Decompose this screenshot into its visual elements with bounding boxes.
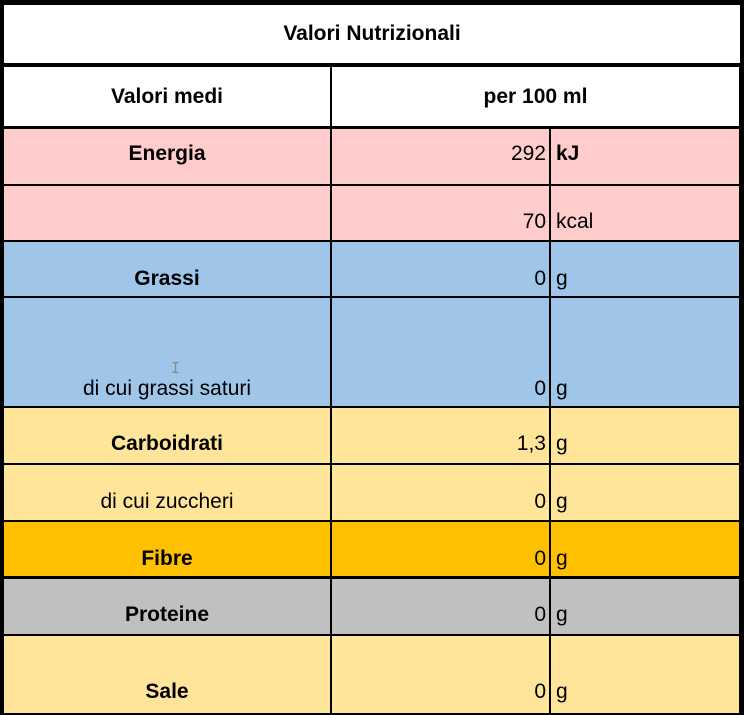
text-cursor-icon: I [171,359,181,377]
nutrient-unit-cell: kJ [551,129,739,184]
nutrient-label-cell: Fibre [4,522,330,576]
nutrient-label-cell: Grassi [4,242,330,296]
nutrient-unit-cell: kcal [551,186,739,240]
nutrient-label-cell: Carboidrati [4,408,330,463]
table-title: Valori Nutrizionali [4,5,740,63]
nutrient-value-cell: 70 [332,186,549,240]
nutrient-value-cell: 0 [332,242,549,296]
nutrient-value-cell: 0 [332,465,549,520]
nutrient-unit-cell: g [551,408,739,463]
nutrient-unit-cell: g [551,522,739,576]
nutrient-label-cell [4,186,330,240]
nutrient-label-cell: di cui grassi saturi [4,298,330,406]
nutrient-value-cell: 0 [332,636,549,713]
nutrient-label-cell: di cui zuccheri [4,465,330,520]
nutrient-label-cell: Sale [4,636,330,713]
nutrient-unit-cell: g [551,298,739,406]
nutrient-label-cell: Energia [4,129,330,184]
header-value-cell: per 100 ml [332,67,739,126]
nutrient-value-cell: 0 [332,522,549,576]
nutrient-unit-cell: g [551,242,739,296]
nutrient-unit-cell: g [551,465,739,520]
nutrient-value-cell: 0 [332,579,549,634]
nutrient-value-cell: 1,3 [332,408,549,463]
nutrient-unit-cell: g [551,579,739,634]
nutrient-label-cell: Proteine [4,579,330,634]
nutrient-unit-cell: g [551,636,739,713]
header-label-cell: Valori medi [4,67,330,126]
nutrient-value-cell: 292 [332,129,549,184]
nutrient-value-cell: 0 [332,298,549,406]
